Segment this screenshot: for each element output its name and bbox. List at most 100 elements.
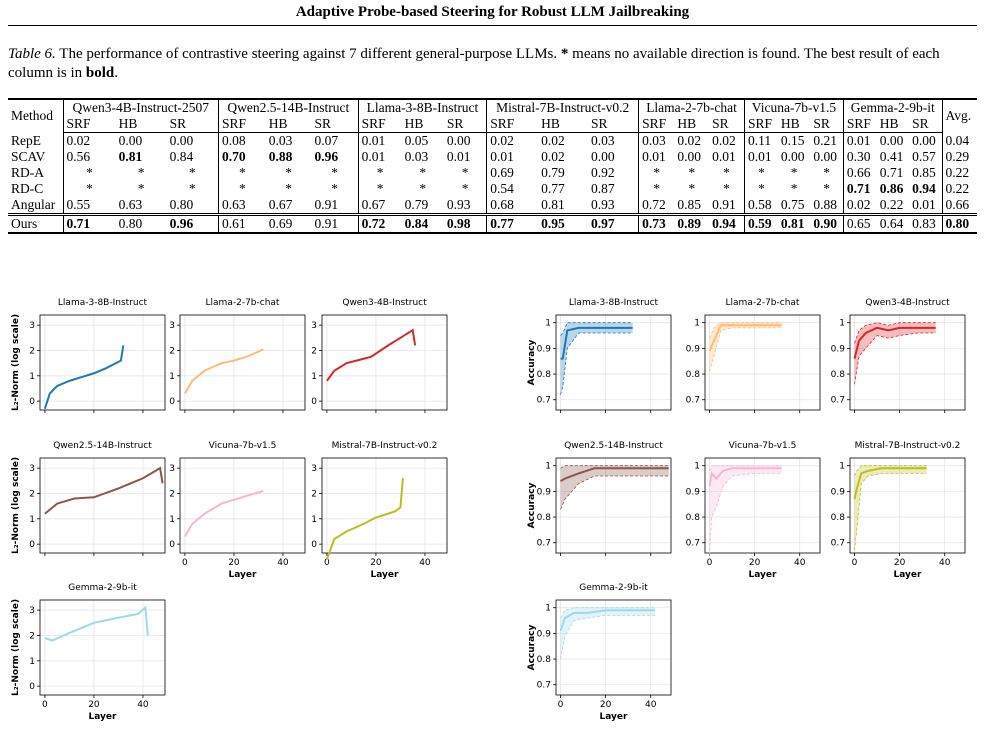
- table-cell: 0.89: [674, 213, 710, 234]
- caption-bold: bold: [85, 65, 115, 81]
- line: [560, 326, 633, 360]
- table-cell: 0.63: [118, 197, 143, 212]
- table-cell: 0.93: [590, 197, 615, 212]
- table-cell: 0.63: [217, 197, 266, 215]
- y-tick-label: 0.9: [831, 487, 846, 497]
- column-header: Avg.: [941, 98, 977, 133]
- table-cell: 0.73: [638, 213, 675, 234]
- table-cell: 0.66: [842, 165, 877, 181]
- y-tick-label: 2: [311, 489, 317, 499]
- x-tick-label: 20: [749, 558, 761, 568]
- table-cell: *: [723, 181, 730, 196]
- band-edge: [709, 322, 782, 339]
- y-tick-label: 0: [311, 540, 317, 550]
- table-cell: 0.93: [446, 197, 471, 212]
- chart-title: Gemma-2-9b-it: [68, 583, 137, 593]
- line: [44, 466, 164, 515]
- line: [708, 324, 782, 352]
- table-cell: *: [285, 165, 292, 180]
- y-tick-label: 1: [839, 319, 845, 329]
- chart-title: Llama-2-7b-chat: [726, 298, 800, 308]
- table-cell: *: [688, 181, 696, 196]
- plot-frame: [321, 314, 448, 411]
- method-cell: RepE: [8, 132, 64, 149]
- table-cell: *: [188, 165, 196, 180]
- table-cell: 0.69: [486, 165, 539, 181]
- y-tick-label: 2: [29, 489, 35, 499]
- table-cell: 0.88: [813, 197, 837, 212]
- metric-header: SRF: [638, 116, 675, 133]
- header-rule: [8, 25, 977, 26]
- model-header: Qwen3-4B-Instruct-2507: [62, 98, 219, 116]
- y-tick-label: 0.9: [686, 487, 701, 497]
- metric-header: SRF: [357, 116, 402, 133]
- table-cell: *: [331, 165, 338, 180]
- y-tick-label: 0.8: [537, 513, 552, 523]
- y-tick-label: 1: [29, 372, 35, 382]
- header-row: Method Qwen3-4B-Instruct-2507 Qwen2.5-14B-…: [8, 98, 977, 133]
- method-cell: Ours: [8, 213, 64, 234]
- method-cell: Angular: [8, 197, 64, 215]
- y-tick-label: 0: [169, 540, 175, 550]
- x-tick-label: 0: [852, 558, 858, 568]
- y-tick-label: 0: [29, 397, 35, 407]
- table-cell: 0.15: [780, 133, 805, 148]
- x-axis-label: Layer: [371, 570, 400, 580]
- metric-header: SRF: [62, 116, 116, 133]
- line: [708, 467, 782, 487]
- table-cell: 0.02: [842, 197, 877, 215]
- table-cell: 0.59: [743, 213, 778, 234]
- table-row: RD-C * * * * * * * * * 0.54 0.77 0.87 * * * * * * 0.71 0.86 0…: [8, 181, 977, 197]
- table-cell: *: [790, 165, 798, 180]
- metric-header: SR: [587, 116, 639, 133]
- y-tick-label: 3: [169, 321, 175, 331]
- metric-header: SRF: [842, 116, 877, 133]
- table-cell: 0.69: [265, 213, 312, 234]
- table-cell: *: [419, 165, 427, 180]
- table-cell: 0.65: [842, 213, 877, 234]
- metric-header: HB: [674, 116, 710, 133]
- column-header: Method: [8, 98, 64, 133]
- table-cell: 0.22: [879, 197, 904, 212]
- y-tick-label: 1: [839, 462, 845, 472]
- x-tick-label: 20: [228, 558, 240, 568]
- figures: Llama-3-8B-Instruct 0 1 2 3 L₂-Norm (log scal…: [11, 298, 966, 722]
- line: [853, 467, 927, 500]
- plot-frame: [704, 457, 821, 554]
- y-tick-label: 3: [29, 321, 35, 331]
- table-cell: 0.02: [712, 133, 736, 148]
- y-tick-label: 2: [29, 346, 35, 356]
- line: [43, 345, 125, 410]
- table-caption: Table 6. The performance of contrastive …: [8, 45, 977, 83]
- y-tick-label: 1: [29, 515, 35, 525]
- table-cell: 0.77: [541, 181, 565, 196]
- table-cell: 0.96: [166, 213, 219, 234]
- plot-frame: [849, 457, 966, 554]
- table-cell: 0.22: [941, 181, 977, 197]
- chart-title: Qwen3-4B-Instruct: [865, 298, 950, 308]
- table-cell: *: [743, 165, 778, 181]
- y-tick-label: 0.7: [686, 539, 700, 549]
- header-row: SRF HB SR SRF HB SR SRF HB SR SRF HB SR SRF HB SR SRF HB…: [8, 116, 977, 133]
- table-cell: 0.91: [311, 213, 359, 234]
- y-tick-label: 1: [545, 462, 551, 472]
- line: [184, 348, 264, 395]
- table-cell: *: [638, 165, 675, 181]
- metric-header: SR: [709, 116, 745, 133]
- table-cell: *: [461, 165, 469, 180]
- table-row: RepE 0.02 0.00 0.00 0.08 0.03 0.07 0.01 0.05 0.00…: [8, 132, 977, 149]
- table-cell: 0.01: [712, 149, 736, 164]
- running-header: Adaptive Probe-based Steering for Robust…: [295, 4, 690, 20]
- table-cell: 0.84: [401, 213, 444, 234]
- table-cell: 0.02: [677, 133, 702, 148]
- table-cell: 0.00: [780, 149, 805, 164]
- y-tick-label: 0.7: [831, 396, 845, 406]
- table-cell: *: [188, 181, 196, 196]
- y-axis-label: L₂-Norm (log scale): [11, 599, 21, 696]
- table-cell: 0.98: [443, 213, 487, 234]
- y-tick-label: 0: [29, 682, 35, 692]
- chart-title: Qwen3-4B-Instruct: [342, 298, 427, 308]
- y-tick-label: 0.9: [686, 344, 701, 354]
- metric-header: SRF: [486, 116, 539, 133]
